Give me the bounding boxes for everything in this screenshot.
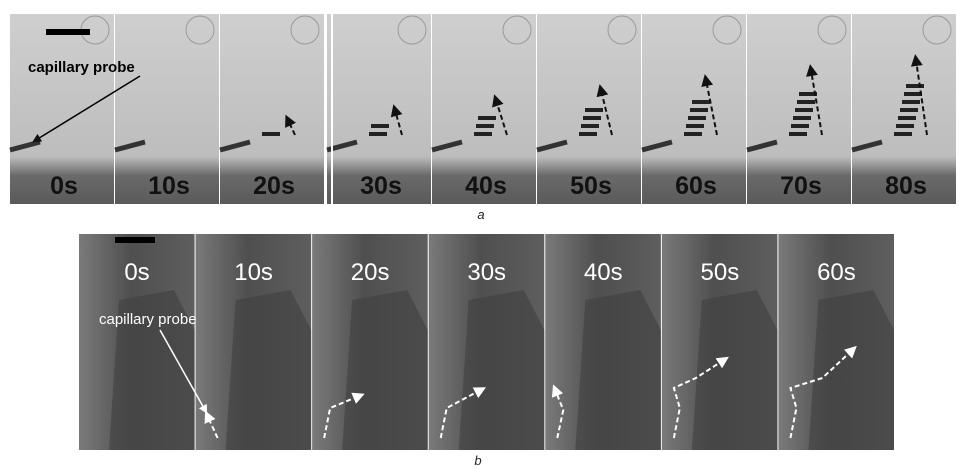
figure: 0s 10s 20s 30s 40s 50s 60s 70s 80s capillary prob… xyxy=(0,0,959,469)
tissue xyxy=(808,290,894,450)
panel-a: 0s 10s 20s 30s 40s 50s 60s 70s 80s capillary prob… xyxy=(10,14,956,204)
layer xyxy=(795,108,813,112)
layer xyxy=(371,124,389,128)
layer xyxy=(688,116,706,120)
layer xyxy=(684,132,702,136)
time-label: 0s xyxy=(124,259,149,286)
time-label: 20s xyxy=(253,172,295,200)
time-label: 30s xyxy=(360,172,402,200)
time-label: 10s xyxy=(234,259,273,286)
time-label: 50s xyxy=(701,259,740,286)
layer xyxy=(902,100,920,104)
time-label: 10s xyxy=(148,172,190,200)
layer xyxy=(692,100,710,104)
layer xyxy=(900,108,918,112)
time-label: 50s xyxy=(570,172,612,200)
layer xyxy=(579,132,597,136)
layer xyxy=(789,132,807,136)
layer xyxy=(898,116,916,120)
time-label: 20s xyxy=(351,259,390,286)
layer xyxy=(581,124,599,128)
scale-bar xyxy=(115,237,155,243)
layer xyxy=(686,124,704,128)
tissue xyxy=(459,290,545,450)
layer xyxy=(585,108,603,112)
layer xyxy=(478,116,496,120)
time-label: 40s xyxy=(465,172,507,200)
layer xyxy=(474,132,492,136)
probe-label: capillary probe xyxy=(28,59,135,76)
time-label: 80s xyxy=(885,172,927,200)
layer xyxy=(904,92,922,96)
tissue xyxy=(342,290,428,450)
time-label: 70s xyxy=(780,172,822,200)
tissue xyxy=(226,290,312,450)
layer xyxy=(369,132,387,136)
tissue xyxy=(692,290,778,450)
panel-b: 0s 10s 20s 30s 40s 50s 60s capillary probe xyxy=(79,234,894,450)
caption: a xyxy=(477,207,484,222)
layer xyxy=(791,124,809,128)
layer xyxy=(793,116,811,120)
layer xyxy=(690,108,708,112)
layer xyxy=(797,100,815,104)
probe-label: capillary probe xyxy=(99,311,197,328)
layer xyxy=(896,124,914,128)
caption: b xyxy=(474,453,481,468)
time-label: 30s xyxy=(467,259,506,286)
scale-bar xyxy=(46,29,90,35)
layer xyxy=(476,124,494,128)
time-label: 40s xyxy=(584,259,623,286)
layer xyxy=(906,84,924,88)
time-label: 60s xyxy=(817,259,856,286)
time-label: 60s xyxy=(675,172,717,200)
layer xyxy=(262,132,280,136)
tissue xyxy=(575,290,661,450)
layer xyxy=(583,116,601,120)
layer xyxy=(894,132,912,136)
time-label: 0s xyxy=(50,172,78,200)
